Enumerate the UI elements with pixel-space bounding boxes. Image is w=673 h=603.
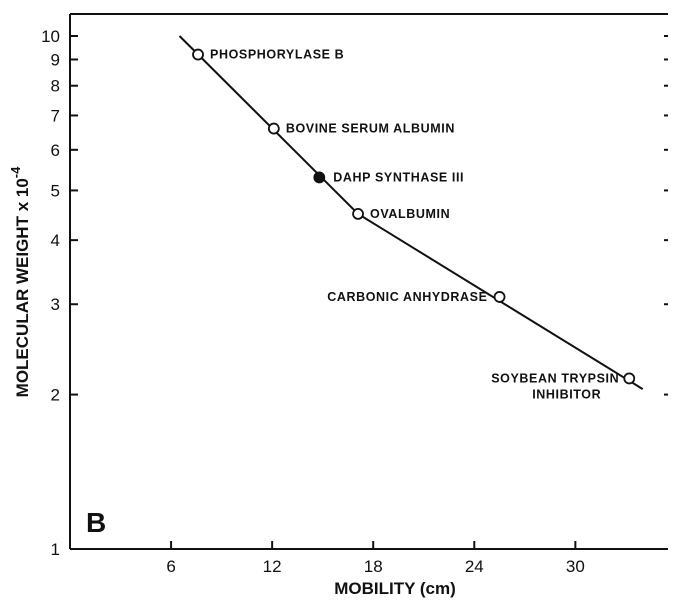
y-tick-label: 4	[51, 231, 60, 250]
open-data-point	[493, 291, 506, 303]
point-label: DAHP SYNTHASE III	[333, 170, 464, 184]
point-label: OVALBUMIN	[370, 207, 450, 221]
point-label: CARBONIC ANHYDRASE	[327, 290, 487, 304]
x-axis-label: MOBILITY (cm)	[334, 579, 456, 598]
y-tick-label: 10	[41, 27, 60, 46]
panel-label: B	[86, 507, 106, 538]
y-axis-ticks: 1 2 3 4 5 6 7 8 9 10	[41, 27, 78, 559]
y-tick-label: 3	[51, 295, 60, 314]
y-tick-label: 7	[51, 106, 60, 125]
y-axis-label-exponent: -4	[8, 166, 23, 178]
y-tick-label: 6	[51, 141, 60, 160]
y-tick-label: 2	[51, 386, 60, 405]
point-labels: PHOSPHORYLASE B BOVINE SERUM ALBUMIN OVALB…	[210, 48, 619, 402]
x-tick-label: 6	[166, 557, 175, 576]
point-label: INHIBITOR	[532, 387, 601, 401]
filled-data-point	[313, 171, 326, 184]
open-data-point	[623, 372, 636, 385]
y-axis-label-text: MOLECULAR WEIGHT x 10	[13, 178, 32, 397]
x-axis-ticks: 6 12 18 24 30	[166, 541, 585, 576]
open-data-point	[352, 208, 364, 220]
y-tick-label: 8	[51, 77, 60, 96]
open-data-point	[267, 122, 280, 135]
data-points	[192, 48, 636, 385]
x-tick-label: 30	[566, 557, 585, 576]
point-label: BOVINE SERUM ALBUMIN	[286, 122, 455, 136]
y-tick-label: 1	[51, 540, 60, 559]
right-axis-ticks	[664, 35, 668, 550]
y-tick-label: 9	[51, 50, 60, 69]
x-tick-label: 18	[364, 557, 383, 576]
point-label: PHOSPHORYLASE B	[210, 48, 344, 62]
open-data-point	[192, 48, 204, 61]
x-tick-label: 12	[263, 557, 282, 576]
y-axis-label: MOLECULAR WEIGHT x 10-4	[8, 166, 32, 397]
plot-frame	[69, 13, 668, 550]
point-label: SOYBEAN TRYPSIN	[491, 371, 619, 385]
x-tick-label: 24	[465, 557, 484, 576]
y-tick-label: 5	[51, 181, 60, 200]
